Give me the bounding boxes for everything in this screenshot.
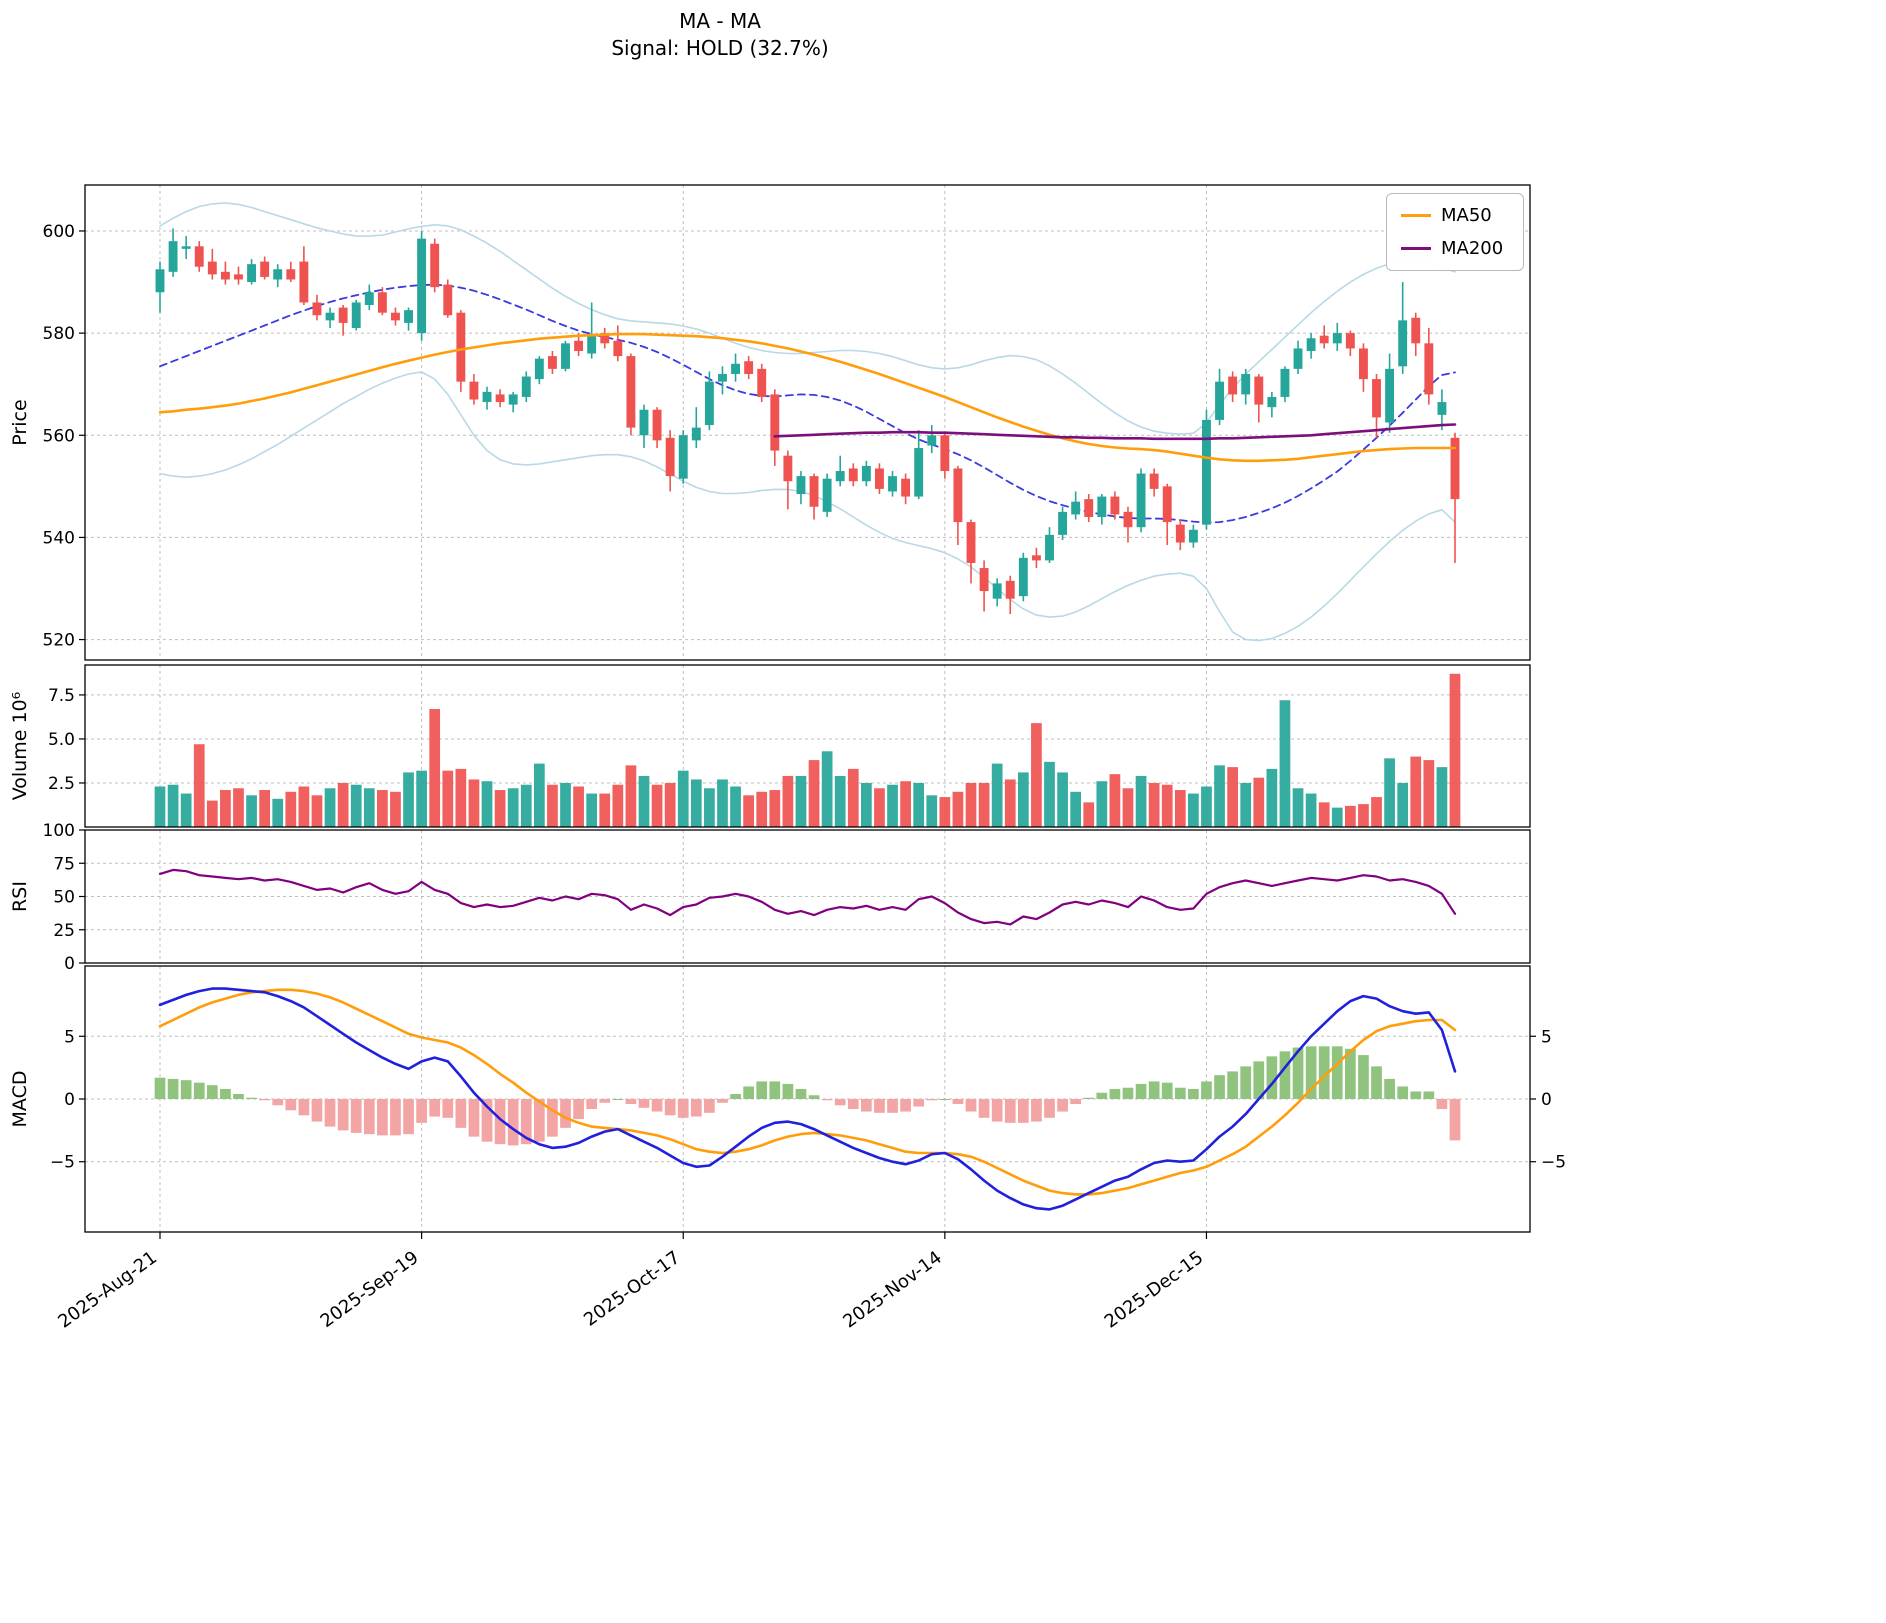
macd-line xyxy=(158,987,1457,1211)
svg-text:5: 5 xyxy=(1541,1027,1552,1047)
svg-text:520: 520 xyxy=(43,631,75,651)
candlesticks xyxy=(155,228,1460,615)
chart-subtitle: Signal: HOLD (32.7%) xyxy=(611,36,829,60)
svg-text:7.5: 7.5 xyxy=(48,686,75,706)
svg-text:2.5: 2.5 xyxy=(48,774,75,794)
svg-text:0: 0 xyxy=(1541,1090,1552,1110)
legend-item-ma200: MA200 xyxy=(1401,238,1509,259)
svg-text:50: 50 xyxy=(53,888,75,908)
svg-text:2025-Oct-17: 2025-Oct-17 xyxy=(580,1247,684,1331)
bollinger-bands xyxy=(159,202,1456,642)
svg-text:100: 100 xyxy=(43,821,75,841)
ma20-dashed-line xyxy=(159,283,1456,524)
svg-text:Price: Price xyxy=(9,399,31,445)
ma50-line-swatch xyxy=(1401,214,1431,217)
rsi-line xyxy=(158,868,1457,926)
svg-text:25: 25 xyxy=(53,921,75,941)
svg-text:2025-Nov-14: 2025-Nov-14 xyxy=(839,1247,945,1332)
macd-signal-line xyxy=(158,988,1457,1196)
svg-text:0: 0 xyxy=(64,1090,75,1110)
chart-title: MA - MA xyxy=(679,9,761,33)
legend-label-ma50: MA50 xyxy=(1441,205,1492,226)
svg-text:540: 540 xyxy=(43,528,75,548)
svg-text:RSI: RSI xyxy=(9,881,31,912)
svg-text:2025-Aug-21: 2025-Aug-21 xyxy=(54,1247,161,1332)
svg-text:580: 580 xyxy=(43,324,75,344)
svg-text:600: 600 xyxy=(43,222,75,242)
svg-text:MACD: MACD xyxy=(9,1071,31,1128)
legend-label-ma200: MA200 xyxy=(1441,238,1504,259)
svg-text:5: 5 xyxy=(64,1027,75,1047)
legend-item-ma50: MA50 xyxy=(1401,205,1509,226)
svg-text:75: 75 xyxy=(53,854,75,874)
price-legend: MA50 MA200 xyxy=(1386,193,1524,271)
svg-text:−5: −5 xyxy=(50,1153,75,1173)
svg-text:2025-Dec-15: 2025-Dec-15 xyxy=(1101,1247,1208,1332)
ma200-line-swatch xyxy=(1401,247,1431,250)
svg-text:0: 0 xyxy=(64,954,75,974)
svg-text:−5: −5 xyxy=(1541,1153,1566,1173)
ma200-line xyxy=(773,423,1457,441)
title-block: MA - MA Signal: HOLD (32.7%) xyxy=(0,8,1440,62)
svg-text:Volume 10⁶: Volume 10⁶ xyxy=(9,692,31,801)
svg-text:560: 560 xyxy=(43,426,75,446)
svg-text:2025-Sep-19: 2025-Sep-19 xyxy=(317,1247,423,1332)
svg-text:5.0: 5.0 xyxy=(48,730,75,750)
macd-histogram xyxy=(154,1046,1461,1146)
volume-bars xyxy=(154,673,1461,827)
ma50-line xyxy=(158,332,1457,463)
